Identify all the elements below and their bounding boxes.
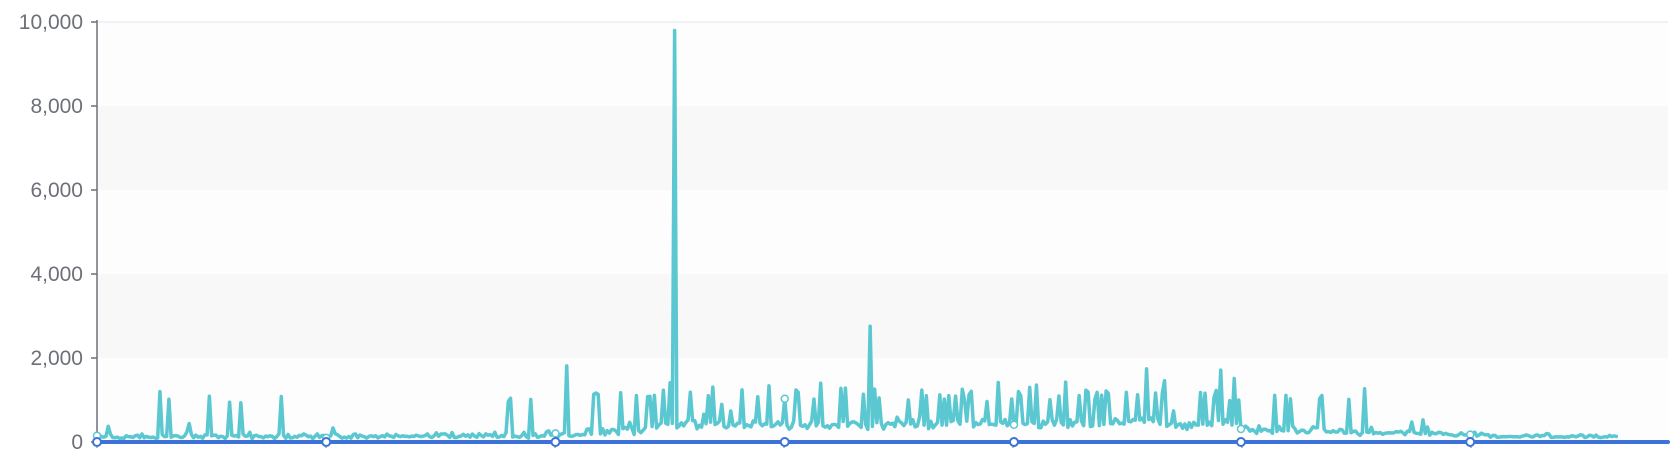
- data-point-marker: [321, 437, 332, 447]
- grid-band: [97, 190, 1668, 274]
- data-point-marker: [1236, 424, 1246, 434]
- y-tick-label: 10,000: [19, 11, 83, 34]
- data-point-marker: [1465, 437, 1476, 447]
- series-layer: [95, 28, 1670, 444]
- y-axis: 0 2,000 4,000 6,000 8,000 10,000: [19, 11, 98, 450]
- y-tick-label: 2,000: [30, 347, 83, 370]
- grid-band: [97, 274, 1668, 358]
- data-point-marker: [1008, 437, 1019, 447]
- x-tick-markers: [92, 394, 1476, 447]
- y-tick-label: 8,000: [30, 95, 83, 118]
- y-tick-label: 4,000: [30, 263, 83, 286]
- data-point-marker: [550, 437, 561, 447]
- data-point-marker: [1235, 437, 1246, 447]
- data-point-marker: [1009, 420, 1019, 430]
- series-line-1: [95, 28, 1619, 441]
- data-point-marker: [551, 429, 560, 438]
- y-tick-label: 0: [71, 431, 83, 450]
- data-point-marker: [779, 437, 790, 447]
- data-point-marker: [780, 394, 789, 403]
- grid-band: [97, 22, 1668, 106]
- data-point-marker: [92, 437, 102, 447]
- y-tick-label: 6,000: [30, 179, 83, 202]
- grid-bands: [97, 22, 1668, 442]
- grid-band: [97, 106, 1668, 190]
